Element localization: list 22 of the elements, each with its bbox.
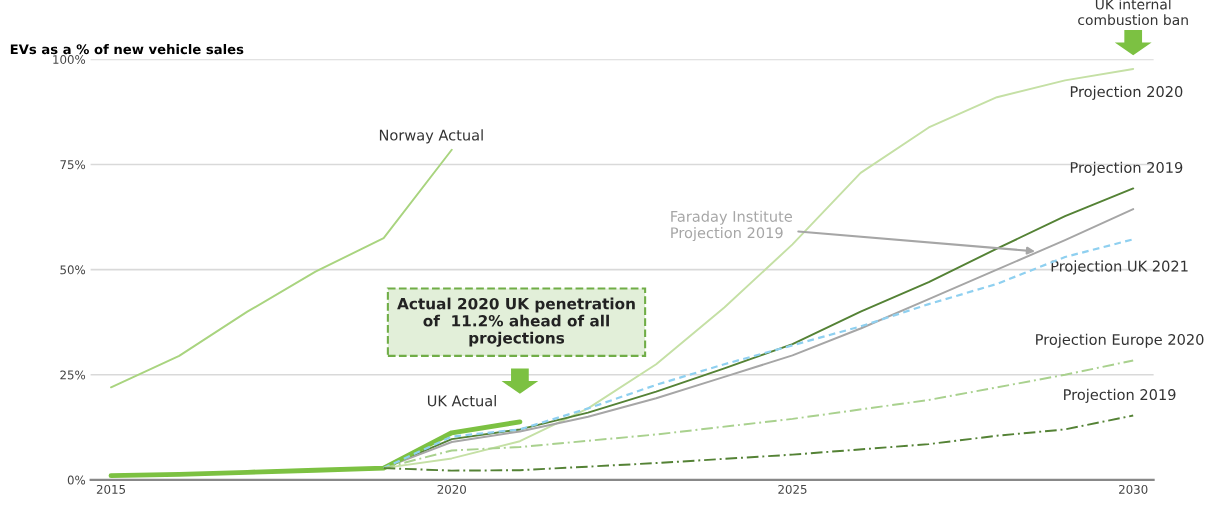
series-label: Projection 2020 xyxy=(1070,85,1183,100)
y-tick-label: 25% xyxy=(60,370,86,380)
y-tick-label: 75% xyxy=(60,160,86,170)
y-tick-label: 0% xyxy=(67,475,86,485)
x-tick-label: 2015 xyxy=(96,484,126,494)
y-axis-title: EVs as a % of new vehicle sales xyxy=(10,43,244,55)
series-label: Projection 2019 xyxy=(1070,161,1183,176)
x-tick-label: 2030 xyxy=(1119,484,1148,494)
series-label: Norway Actual xyxy=(379,129,483,144)
line-series xyxy=(382,359,1135,470)
line-series xyxy=(108,419,523,479)
y-tick-label: 100% xyxy=(53,55,86,64)
x-tick-label: 2025 xyxy=(778,484,807,494)
series-label: UK Actual xyxy=(427,395,496,407)
line-series xyxy=(110,148,453,389)
x-tick-label: 2020 xyxy=(437,484,466,494)
annotation: Actual 2020 UK penetration of 11.2% ahead of all projections xyxy=(397,297,635,347)
series-label: Projection 2019 xyxy=(1064,388,1176,403)
text: Faraday Institute Projection 2019 xyxy=(671,210,792,242)
y-tick-label: 50% xyxy=(60,265,86,275)
series-label: Projection UK 2021 xyxy=(1051,260,1188,275)
series-label: Projection Europe 2020 xyxy=(1036,333,1204,348)
